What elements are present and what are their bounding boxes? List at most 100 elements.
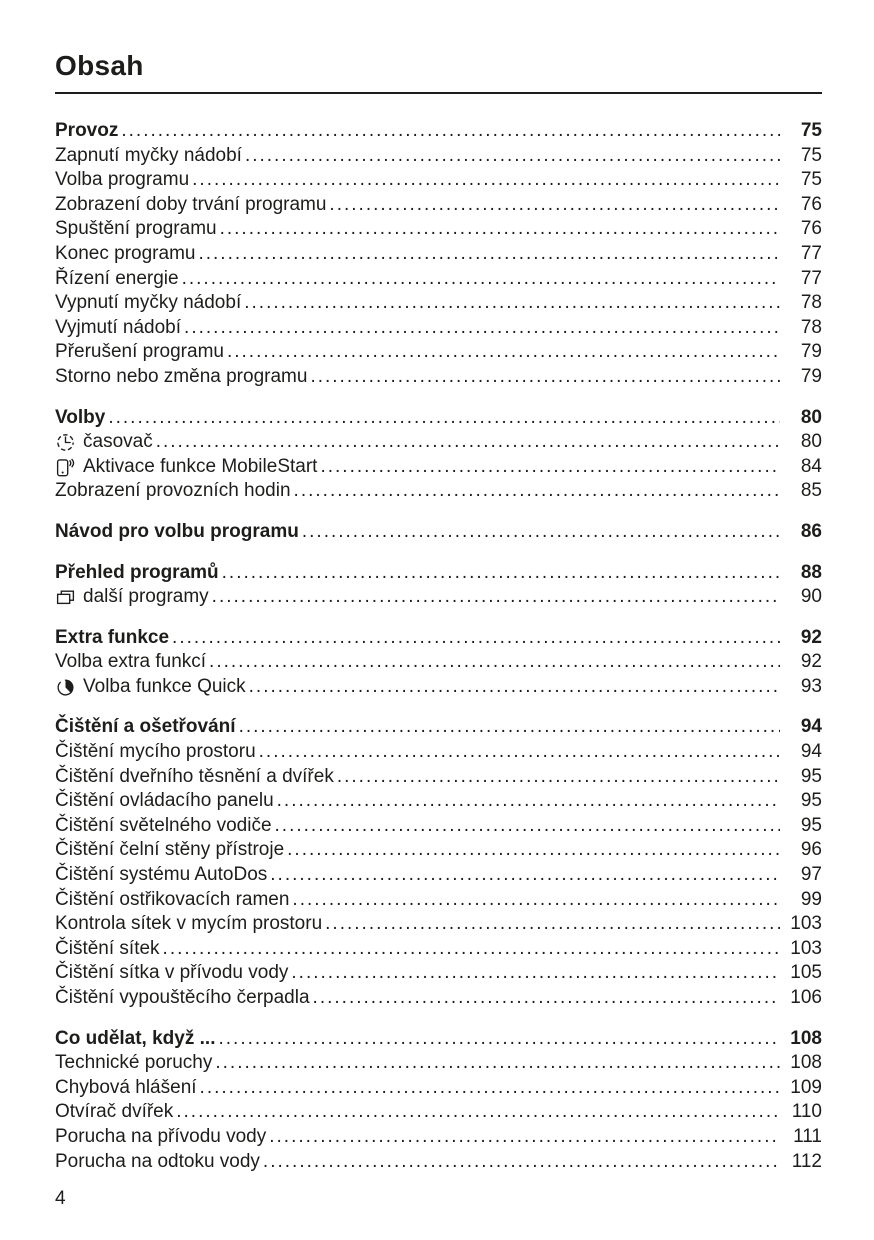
toc-entry-page: 77	[800, 267, 822, 289]
toc-entry-page: 85	[800, 480, 822, 502]
toc-entry-page: 108	[790, 1052, 822, 1074]
dot-leader	[277, 789, 780, 814]
toc-entry-label: Technické poruchy	[55, 1052, 213, 1074]
toc-row: Chybová hlášení 109	[55, 1076, 822, 1101]
toc-entry-label: Přehled programů	[55, 561, 219, 583]
toc-entry-page: 78	[800, 316, 822, 338]
toc-entry-page: 84	[800, 455, 822, 477]
dot-leader	[325, 912, 780, 937]
more-programs-icon	[55, 587, 76, 608]
toc-entry-label: Aktivace funkce MobileStart	[83, 455, 318, 477]
toc-entry-page: 95	[800, 814, 822, 836]
dot-leader	[200, 1076, 780, 1101]
toc-entry-page: 86	[800, 520, 822, 542]
toc-entry-label: Čištění sítek	[55, 937, 160, 959]
toc-entry-page: 110	[791, 1101, 822, 1123]
toc-entry-page: 92	[800, 651, 822, 673]
toc-row: Vypnutí myčky nádobí 78	[55, 291, 822, 316]
toc-row: Zobrazení provozních hodin 85	[55, 479, 822, 504]
toc-row: Přerušení programu 79	[55, 340, 822, 365]
dot-leader	[292, 888, 780, 913]
toc-entry-page: 109	[790, 1076, 822, 1098]
toc-row: Čištění dveřního těsnění a dvířek 95	[55, 765, 822, 790]
toc-entry-page: 79	[800, 341, 822, 363]
toc-row: Volba extra funkcí 92	[55, 650, 822, 675]
footer-page-number: 4	[55, 1188, 66, 1209]
toc-entry-page: 95	[800, 790, 822, 812]
toc-entry-label: časovač	[83, 431, 153, 453]
toc-entry-page: 78	[800, 292, 822, 314]
toc-row: Přehled programů 88	[55, 561, 822, 586]
toc-row: Čištění ostřikovacích ramen 99	[55, 888, 822, 913]
dot-leader	[287, 838, 780, 863]
dot-leader	[294, 479, 780, 504]
toc-row: Čištění systému AutoDos 97	[55, 863, 822, 888]
dot-leader	[310, 365, 780, 390]
toc-entry-label: Spuštění programu	[55, 218, 217, 240]
toc-entry-label: Čištění ostřikovacích ramen	[55, 888, 290, 910]
dot-leader	[302, 520, 780, 545]
toc-entry-page: 88	[800, 561, 822, 583]
toc-entry-page: 111	[793, 1125, 822, 1147]
dot-leader	[212, 585, 780, 610]
dot-leader	[269, 1125, 780, 1150]
toc-entry-label: Kontrola sítek v mycím prostoru	[55, 913, 323, 935]
toc-entry-page: 99	[800, 888, 822, 910]
toc-row: Volba funkce Quick 93	[55, 675, 822, 700]
toc-entry-page: 76	[800, 218, 822, 240]
dot-leader	[245, 144, 780, 169]
dot-leader	[275, 814, 780, 839]
mobile-start-icon	[55, 457, 76, 478]
toc-entry-page: 97	[800, 864, 822, 886]
heading-rule	[55, 92, 822, 94]
toc-entry-label: Zobrazení doby trvání programu	[55, 193, 327, 215]
toc-entry-page: 112	[791, 1150, 822, 1172]
toc-section: Čištění a ošetřování94Čištění mycího pro…	[55, 715, 822, 1010]
dot-leader	[270, 863, 780, 888]
toc-row: Technické poruchy 108	[55, 1051, 822, 1076]
toc-entry-label: Čištění dveřního těsnění a dvířek	[55, 765, 334, 787]
toc-entry-label: Čištění a ošetřování	[55, 716, 236, 738]
toc-row: Čištění světelného vodiče 95	[55, 814, 822, 839]
dot-leader	[163, 937, 780, 962]
toc-entry-label: Volby	[55, 406, 106, 428]
dot-leader	[220, 217, 780, 242]
toc-entry-label: další programy	[83, 586, 209, 608]
toc-row: Zapnutí myčky nádobí 75	[55, 144, 822, 169]
dot-leader	[215, 1051, 780, 1076]
toc-row: Storno nebo změna programu 79	[55, 365, 822, 390]
document-page: Obsah Provoz75Zapnutí myčky nádobí75 Volb…	[55, 50, 822, 1174]
toc-entry-label: Otvírač dvířek	[55, 1101, 174, 1123]
dot-leader	[198, 242, 780, 267]
toc-row: časovač 80	[55, 430, 822, 455]
dot-leader	[244, 291, 780, 316]
toc-entry-label: Volba extra funkcí	[55, 651, 207, 673]
dot-leader	[291, 961, 780, 986]
toc-entry-label: Extra funkce	[55, 626, 170, 648]
dot-leader	[337, 765, 780, 790]
toc-entry-page: 108	[790, 1027, 822, 1049]
dot-leader	[263, 1150, 780, 1175]
toc-entry-label: Zobrazení provozních hodin	[55, 480, 291, 502]
toc-entry-page: 95	[800, 765, 822, 787]
dot-leader	[176, 1100, 780, 1125]
toc-row: Čištění sítek 103	[55, 937, 822, 962]
toc-row: Provoz 75	[55, 119, 822, 144]
toc-entry-label: Vyjmutí nádobí	[55, 316, 182, 338]
timer-icon	[55, 432, 76, 453]
toc-row: další programy 90	[55, 585, 822, 610]
toc-entry-label: Porucha na odtoku vody	[55, 1150, 260, 1172]
toc-row: Čištění čelní stěny přístroje 96	[55, 838, 822, 863]
dot-leader	[227, 340, 780, 365]
toc-entry-page: 79	[800, 365, 822, 387]
toc-entry-page: 77	[800, 242, 822, 264]
toc-section: Co udělat, když ... 108 Technické poruchy 1…	[55, 1027, 822, 1175]
toc-entry-page: 96	[800, 839, 822, 861]
dot-leader	[239, 715, 780, 740]
toc-row: Konec programu 77	[55, 242, 822, 267]
toc-row: Aktivace funkce MobileStart 84	[55, 455, 822, 480]
page-title: Obsah	[55, 50, 144, 81]
toc-row: Zobrazení doby trvání programu 76	[55, 193, 822, 218]
toc-entry-label: Zapnutí myčky nádobí	[55, 144, 242, 166]
dot-leader	[182, 267, 780, 292]
